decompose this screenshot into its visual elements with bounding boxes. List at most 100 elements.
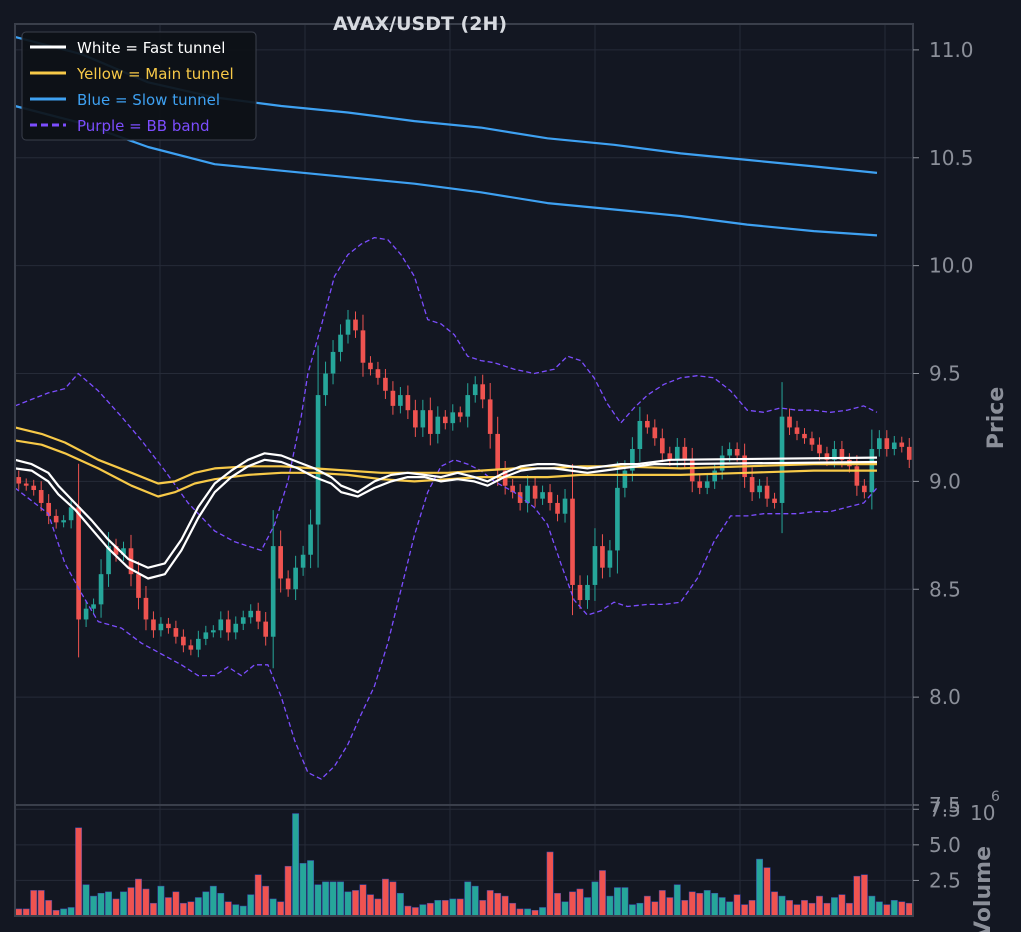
candle-body <box>405 395 411 411</box>
candle-body <box>16 477 22 484</box>
volume-bar <box>441 900 449 917</box>
candle-body <box>383 377 388 391</box>
candle-body <box>637 420 643 450</box>
volume-bar <box>239 905 247 917</box>
volume-bar <box>232 904 240 917</box>
volume-bar <box>613 887 621 917</box>
legend-label-main: Yellow = Main tunnel <box>76 65 234 83</box>
volume-bar <box>576 888 584 917</box>
volume-bar <box>801 900 808 917</box>
slow-tunnel-lower <box>14 104 878 237</box>
candle-body <box>218 619 224 631</box>
volume-bar <box>673 884 681 917</box>
volume-bar <box>277 901 285 917</box>
volume-bar <box>703 890 711 917</box>
volume-bar <box>292 813 300 917</box>
volume-bar <box>471 885 479 917</box>
candle-body <box>98 574 104 605</box>
candle-body <box>779 416 785 503</box>
candle-body <box>495 433 500 471</box>
candle-body <box>480 384 486 400</box>
candle-body <box>652 427 658 439</box>
volume-bar <box>733 894 741 917</box>
volume-bar <box>621 887 629 917</box>
volume-bars <box>15 813 913 917</box>
volume-bar <box>329 881 337 917</box>
volume-bar <box>337 881 344 917</box>
volume-bar <box>389 881 397 917</box>
volume-bar <box>606 895 614 917</box>
candle-body <box>667 453 673 460</box>
candle-body <box>532 485 538 499</box>
candle-body <box>772 498 777 503</box>
volume-bar <box>359 884 367 917</box>
candle-body <box>53 515 59 523</box>
volume-bar <box>666 897 674 917</box>
candle-body <box>794 427 800 434</box>
volume-bar <box>569 891 576 917</box>
volume-bar <box>45 900 53 917</box>
volume-tick-label: 7.5 <box>929 797 961 821</box>
candle-body <box>300 554 306 568</box>
candle-body <box>622 470 628 488</box>
volume-bar <box>711 892 719 917</box>
candle-body <box>210 630 216 633</box>
candle-body <box>181 636 186 646</box>
volume-bar <box>90 895 98 917</box>
volume-bar <box>67 907 75 917</box>
candle-body <box>23 483 29 486</box>
volume-bar <box>202 891 210 917</box>
volume-bar <box>456 898 464 917</box>
volume-bar <box>823 902 831 917</box>
volume-bar <box>187 901 195 917</box>
candle-body <box>592 546 598 585</box>
main-tunnel-upper <box>14 426 877 485</box>
volume-bar <box>120 891 127 917</box>
candle-body <box>659 438 665 454</box>
candle-body <box>368 362 373 370</box>
candle-body <box>91 604 96 609</box>
volume-bar <box>194 897 202 917</box>
candle-body <box>398 395 403 406</box>
volume-bar <box>97 892 105 917</box>
volume-bar <box>696 892 704 917</box>
volume-bar <box>449 898 457 917</box>
volume-bar <box>164 897 172 917</box>
volume-bar <box>501 895 509 917</box>
price-tick-label: 10.5 <box>929 146 974 170</box>
price-axis-label: Price <box>984 387 1009 449</box>
candle-body <box>809 438 815 445</box>
volume-bar <box>157 885 165 917</box>
candle-body <box>704 481 710 488</box>
volume-bar <box>763 867 771 917</box>
volume-bar <box>15 908 23 917</box>
volume-bar <box>786 900 793 917</box>
volume-bar <box>838 894 846 917</box>
candle-body <box>540 492 545 499</box>
candle-body <box>457 412 463 417</box>
candle-body <box>46 502 51 516</box>
candle-body <box>375 369 381 378</box>
volume-axis-label: Volume <box>971 846 996 932</box>
candle-body <box>442 416 448 424</box>
volume-bar <box>726 901 734 917</box>
volume-bar <box>262 885 270 917</box>
candle-body <box>764 485 770 499</box>
candle-body <box>899 442 905 447</box>
candle-body <box>278 546 283 579</box>
candle-body <box>315 395 321 525</box>
volume-bar <box>396 892 404 917</box>
volume-bar <box>112 898 120 917</box>
candle-body <box>585 584 590 601</box>
volume-bar <box>434 900 442 917</box>
candle-body <box>630 449 635 471</box>
price-tick-label: 8.5 <box>929 577 961 601</box>
volume-bar <box>718 897 726 917</box>
candle-body <box>255 610 261 622</box>
volume-bar <box>494 892 502 917</box>
candle-body <box>435 416 441 434</box>
candle-body <box>166 623 171 629</box>
candle-body <box>38 490 44 503</box>
candle-body <box>151 619 156 631</box>
